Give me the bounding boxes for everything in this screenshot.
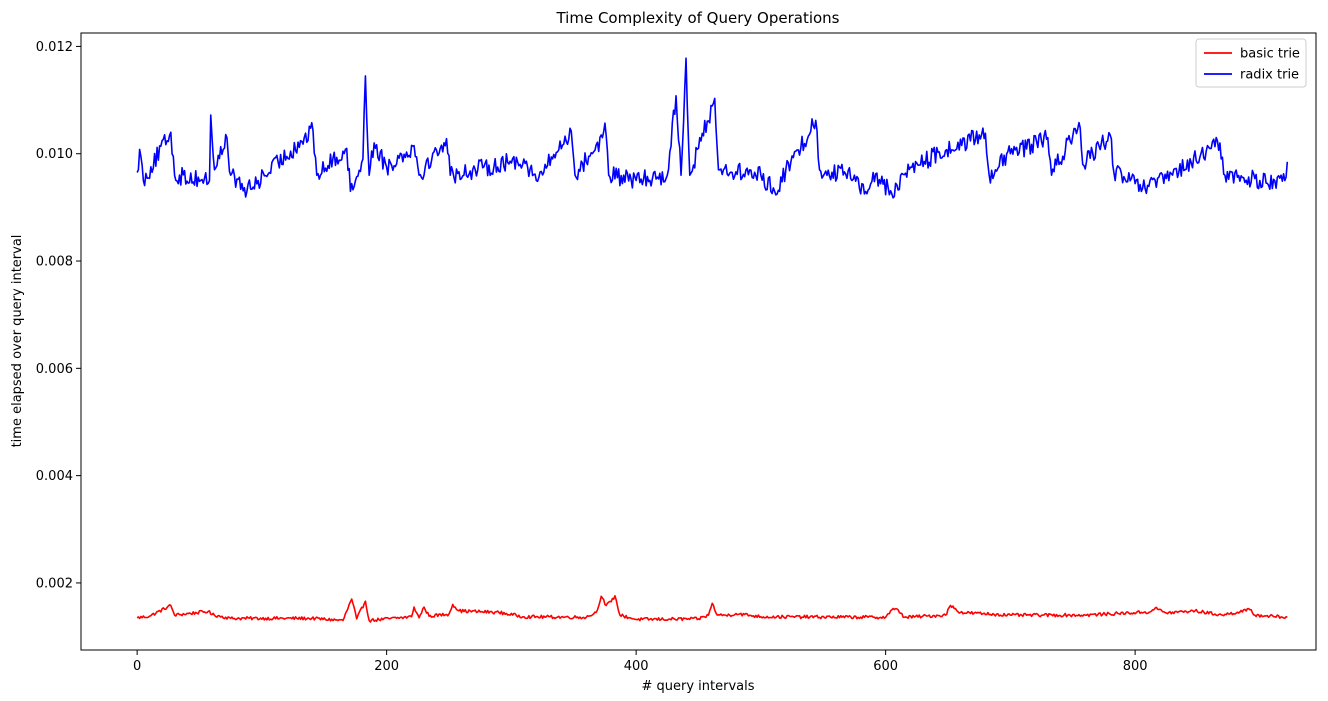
- plot-area: [136, 57, 1289, 623]
- y-tick-label: 0.006: [36, 362, 73, 377]
- y-tick-label: 0.004: [36, 469, 73, 484]
- y-tick-label: 0.012: [36, 40, 73, 55]
- legend: basic trie radix trie: [1195, 38, 1307, 88]
- y-tick-label: 0.002: [36, 576, 73, 591]
- x-tick-label: 0: [133, 659, 141, 674]
- series-layer: [136, 57, 1289, 623]
- y-tick-label: 0.008: [36, 255, 73, 270]
- y-tick-label: 0.010: [36, 147, 73, 162]
- x-tick-label: 800: [1123, 659, 1148, 674]
- x-axis-label: # query intervals: [641, 679, 754, 694]
- y-axis-label: time elapsed over query interval: [10, 235, 25, 448]
- legend-entry: basic trie: [1240, 47, 1300, 62]
- x-tick-label: 200: [374, 659, 399, 674]
- chart-title: Time Complexity of Query Operations: [555, 9, 839, 27]
- x-tick-label: 600: [873, 659, 898, 674]
- plot-frame: [80, 32, 1317, 651]
- axes: 0 200 400 600 800 0.002 0.004 0.006 0.008 0.010 0.…: [36, 32, 1317, 674]
- legend-entry: radix trie: [1240, 68, 1299, 83]
- series-line-radix-trie: [136, 57, 1289, 199]
- series-line-basic-trie: [136, 595, 1288, 623]
- legend-box: [1195, 38, 1307, 88]
- x-tick-label: 400: [624, 659, 649, 674]
